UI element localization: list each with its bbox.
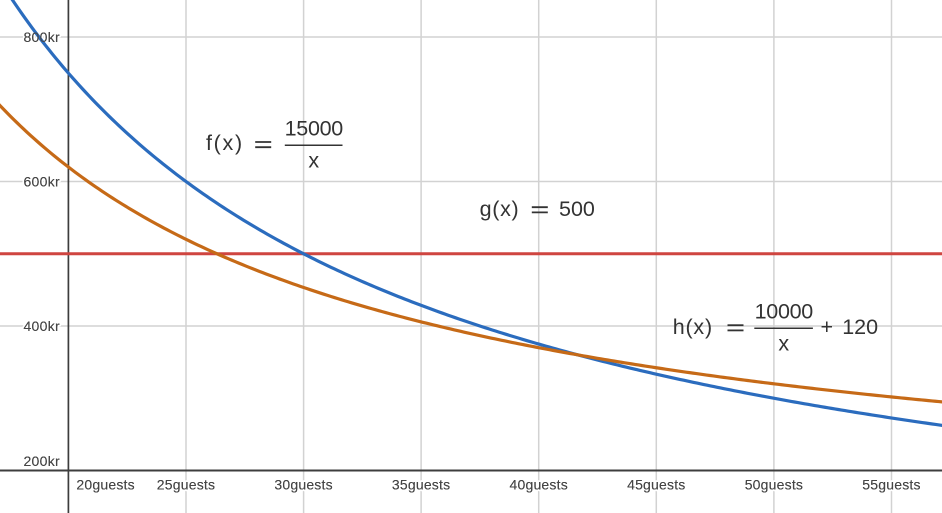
svg-text:200kr: 200kr <box>23 453 60 469</box>
svg-text:50guests: 50guests <box>745 476 803 492</box>
svg-text:600kr: 600kr <box>23 174 60 190</box>
svg-text:20guests: 20guests <box>76 476 134 492</box>
svg-text:400kr: 400kr <box>23 318 60 334</box>
svg-text:h(x): h(x) <box>673 315 713 339</box>
svg-text:40guests: 40guests <box>509 476 567 492</box>
svg-text:400kr: 400kr <box>23 318 60 334</box>
svg-text:800kr: 800kr <box>23 29 60 45</box>
svg-text:x: x <box>308 149 319 173</box>
svg-text:45guests: 45guests <box>627 476 685 492</box>
svg-text:800kr: 800kr <box>23 29 60 45</box>
svg-text:35guests: 35guests <box>392 476 450 492</box>
svg-text:200kr: 200kr <box>23 453 60 469</box>
svg-text:25guests: 25guests <box>157 476 215 492</box>
svg-text:15000: 15000 <box>285 117 344 141</box>
svg-text:40guests: 40guests <box>509 476 567 492</box>
svg-text:45guests: 45guests <box>627 476 685 492</box>
svg-text:30guests: 30guests <box>274 476 332 492</box>
svg-text:30guests: 30guests <box>274 476 332 492</box>
svg-text:f(x): f(x) <box>206 131 244 155</box>
svg-text:50guests: 50guests <box>745 476 803 492</box>
svg-text:20guests: 20guests <box>76 476 134 492</box>
svg-text:g(x): g(x) <box>480 197 520 221</box>
svg-text:600kr: 600kr <box>23 174 60 190</box>
svg-text:x: x <box>778 331 789 355</box>
svg-text:25guests: 25guests <box>157 476 215 492</box>
svg-text:120: 120 <box>842 315 878 339</box>
svg-text:55guests: 55guests <box>862 476 920 492</box>
svg-text:+: + <box>821 315 834 339</box>
svg-text:10000: 10000 <box>755 300 814 324</box>
svg-text:55guests: 55guests <box>862 476 920 492</box>
svg-text:35guests: 35guests <box>392 476 450 492</box>
svg-text:500: 500 <box>559 197 595 221</box>
